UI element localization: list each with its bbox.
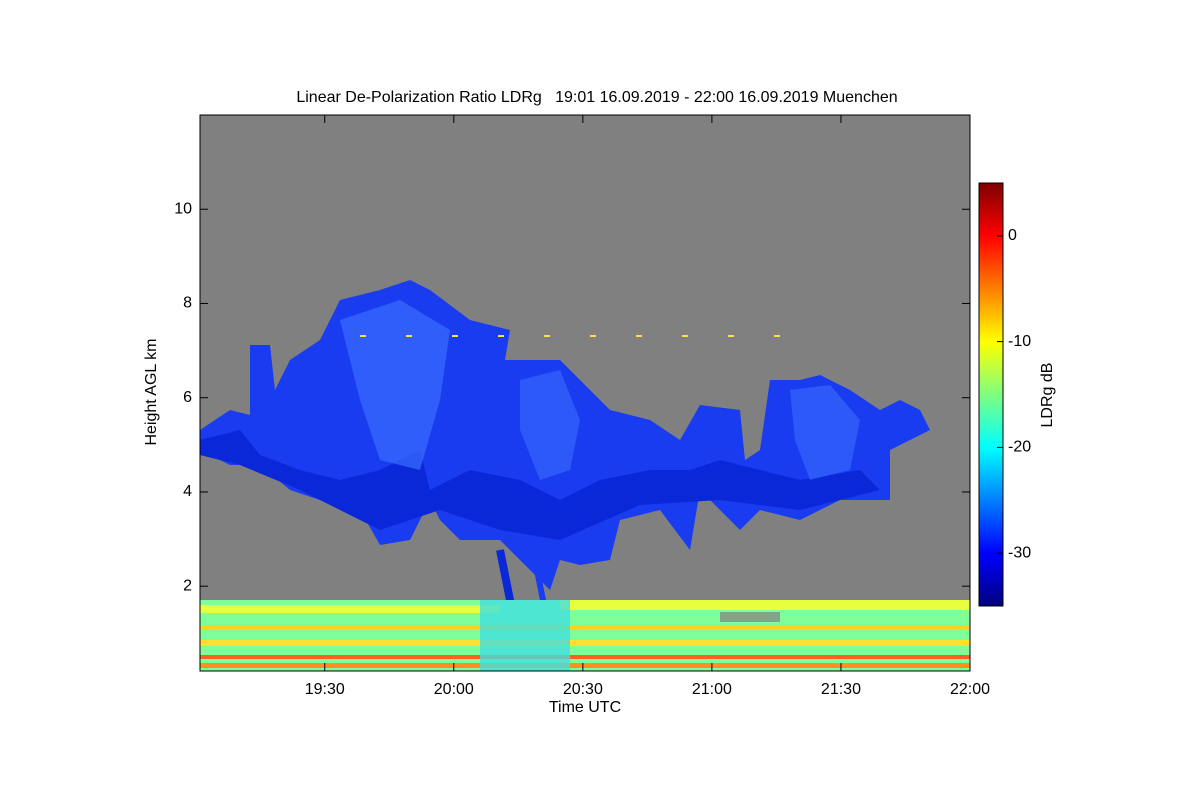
cloud-light [520,370,580,480]
cloud-light [340,300,450,470]
colorbar-tick-label: -20 [1008,439,1031,456]
colorbar-tick-label: -30 [1008,544,1031,561]
y-tick-label: 4 [183,483,192,500]
x-tick-label: 21:00 [692,681,732,698]
boundary-layer [200,663,970,668]
cloud-light [790,385,860,480]
boundary-layer [200,625,970,630]
colorbar-label: LDRg dB [1039,363,1056,428]
boundary-layer [480,600,570,671]
x-tick-label: 20:00 [434,681,474,698]
field [200,280,970,671]
x-tick-label: 19:30 [305,681,345,698]
x-tick-label: 22:00 [950,681,990,698]
x-tick-label: 21:30 [821,681,861,698]
gap [720,612,780,622]
y-tick-label: 2 [183,577,192,594]
y-tick-label: 6 [183,389,192,406]
chart-title: Linear De-Polarization Ratio LDRg 19:01 … [296,89,897,106]
boundary-layer [200,655,970,659]
colorbar-tick-label: 0 [1008,227,1017,244]
cloud-core [200,430,880,540]
y-tick-label: 10 [174,200,192,217]
boundary-layer [200,605,500,613]
boundary-layer [200,640,970,646]
colorbar [978,182,1004,607]
plot-frame [199,114,971,672]
x-axis-label: Time UTC [549,699,621,716]
boundary-layer [560,600,970,610]
y-tick-label: 8 [183,295,192,312]
colorbar-tick-label: -10 [1008,333,1031,350]
y-axis-label: Height AGL km [143,338,160,445]
x-tick-label: 20:30 [563,681,603,698]
